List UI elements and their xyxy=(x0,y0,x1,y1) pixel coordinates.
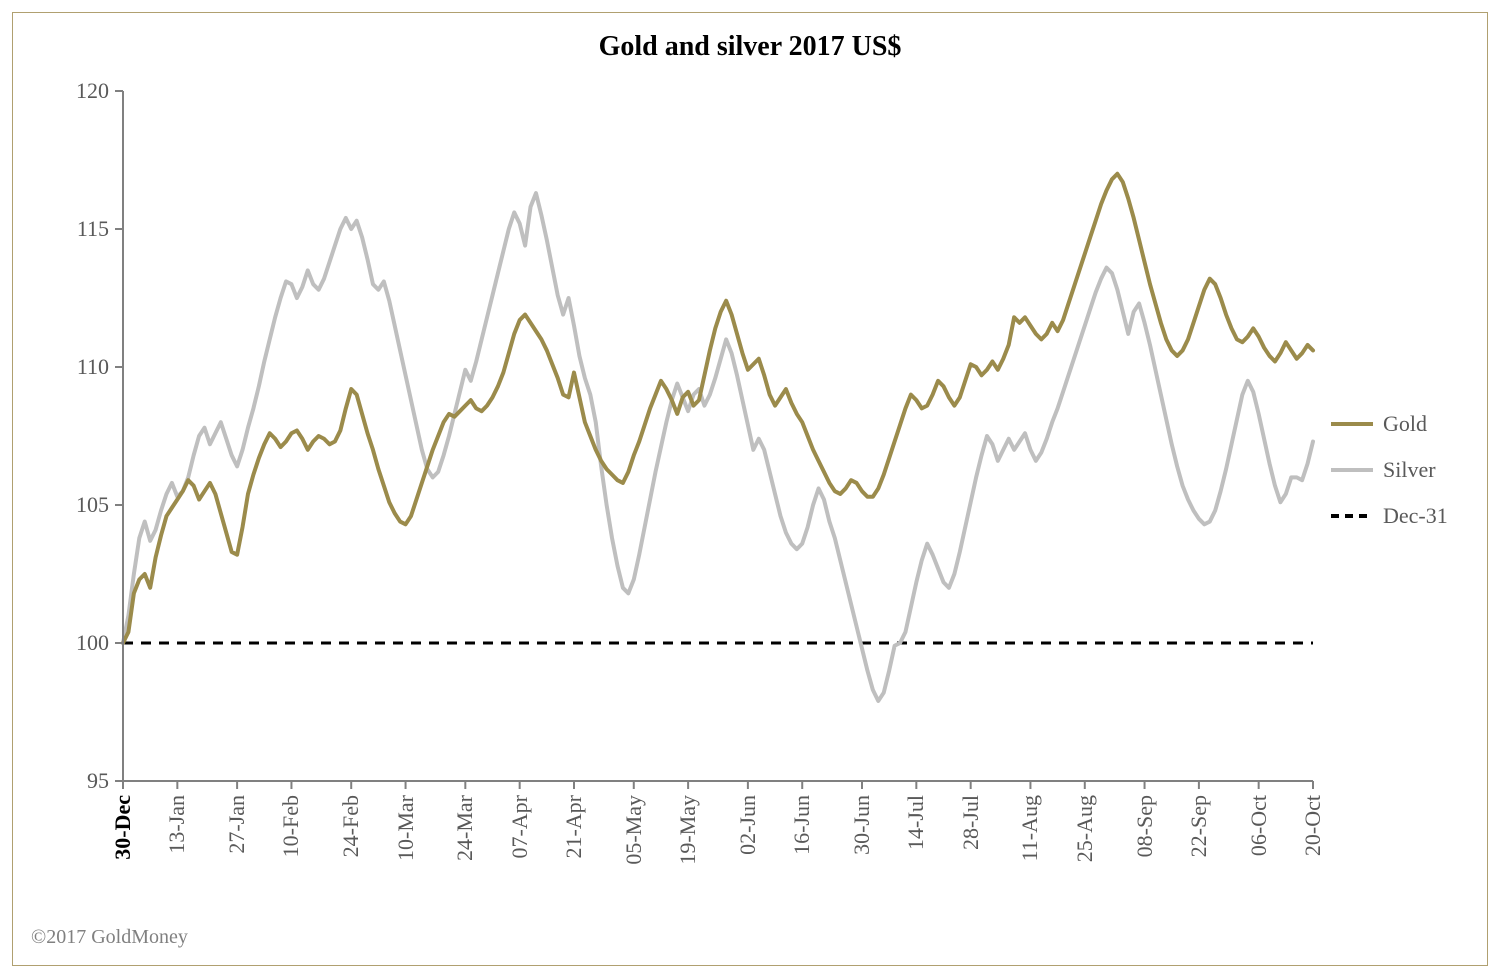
x-tick-label: 30-Dec xyxy=(110,795,136,860)
x-tick-label: 30-Jun xyxy=(849,795,875,855)
x-tick-label: 10-Mar xyxy=(393,795,419,861)
y-tick-label: 115 xyxy=(77,216,109,242)
x-tick-label: 06-Oct xyxy=(1246,795,1272,856)
legend: Gold Silver Dec-31 xyxy=(1331,411,1448,549)
copyright-text: ©2017 GoldMoney xyxy=(31,926,188,949)
series-gold xyxy=(123,174,1313,643)
x-tick-label: 20-Oct xyxy=(1300,795,1326,856)
legend-swatch xyxy=(1331,466,1373,474)
legend-label: Dec-31 xyxy=(1383,503,1448,529)
x-tick-label: 13-Jan xyxy=(164,795,190,854)
legend-label: Gold xyxy=(1383,411,1427,437)
x-tick-label: 02-Jun xyxy=(735,795,761,855)
series-silver xyxy=(123,193,1313,701)
x-tick-label: 11-Aug xyxy=(1017,795,1043,861)
legend-item-dec-31: Dec-31 xyxy=(1331,503,1448,529)
x-tick-label: 24-Feb xyxy=(338,795,364,857)
x-tick-label: 08-Sep xyxy=(1132,795,1158,857)
legend-swatch xyxy=(1331,512,1373,520)
x-tick-label: 27-Jan xyxy=(224,795,250,854)
x-tick-label: 07-Apr xyxy=(507,795,533,859)
x-tick-label: 19-May xyxy=(675,795,701,865)
x-tick-label: 28-Jul xyxy=(958,795,984,850)
legend-label: Silver xyxy=(1383,457,1436,483)
x-tick-label: 16-Jun xyxy=(789,795,815,855)
y-tick-label: 110 xyxy=(77,354,109,380)
y-tick-label: 100 xyxy=(76,630,109,656)
plot-area: 9510010511011512030-Dec13-Jan27-Jan10-Fe… xyxy=(123,91,1313,781)
legend-swatch xyxy=(1331,420,1373,428)
x-tick-label: 25-Aug xyxy=(1072,795,1098,862)
x-tick-label: 24-Mar xyxy=(452,795,478,861)
y-tick-label: 95 xyxy=(87,768,109,794)
chart-title: Gold and silver 2017 US$ xyxy=(13,31,1487,63)
legend-item-silver: Silver xyxy=(1331,457,1448,483)
y-tick-label: 120 xyxy=(76,78,109,104)
y-tick-label: 105 xyxy=(76,492,109,518)
x-tick-label: 22-Sep xyxy=(1186,795,1212,857)
x-tick-label: 21-Apr xyxy=(561,795,587,859)
chart-frame: Gold and silver 2017 US$ 951001051101151… xyxy=(12,12,1488,966)
chart-outer: Gold and silver 2017 US$ 951001051101151… xyxy=(0,0,1500,978)
x-tick-label: 14-Jul xyxy=(903,795,929,850)
x-tick-label: 10-Feb xyxy=(278,795,304,857)
x-tick-label: 05-May xyxy=(621,795,647,865)
legend-item-gold: Gold xyxy=(1331,411,1448,437)
plot-svg xyxy=(123,91,1313,791)
